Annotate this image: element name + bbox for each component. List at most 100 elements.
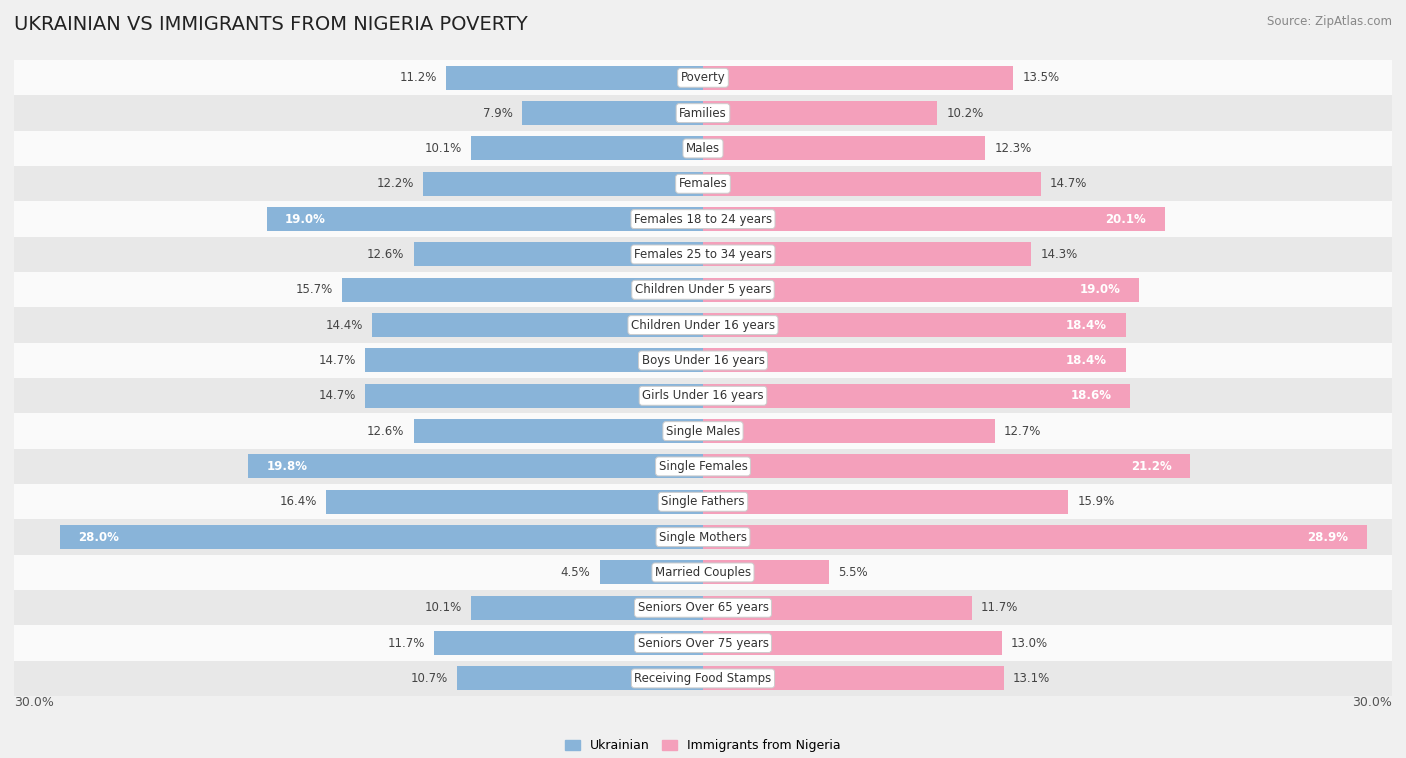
Text: 14.7%: 14.7% (319, 390, 356, 402)
Bar (703, 207, 1164, 231)
Text: 14.3%: 14.3% (1040, 248, 1078, 261)
Text: Females 18 to 24 years: Females 18 to 24 years (634, 213, 772, 226)
Text: 19.0%: 19.0% (1080, 283, 1121, 296)
Text: Females: Females (679, 177, 727, 190)
Bar (703, 243, 1032, 267)
Text: 18.4%: 18.4% (1066, 354, 1107, 367)
Text: 14.7%: 14.7% (1050, 177, 1087, 190)
Bar (14, 555, 1392, 590)
Bar (703, 66, 1012, 89)
Text: 12.7%: 12.7% (1004, 424, 1042, 437)
Bar (14, 519, 1392, 555)
Text: 20.1%: 20.1% (1105, 213, 1146, 226)
Bar (366, 349, 703, 372)
Text: 30.0%: 30.0% (1353, 696, 1392, 709)
Text: 10.2%: 10.2% (946, 107, 984, 120)
Bar (703, 455, 1189, 478)
Text: 12.6%: 12.6% (367, 424, 405, 437)
Bar (14, 343, 1392, 378)
Bar (434, 631, 703, 655)
Bar (14, 661, 1392, 696)
Text: 16.4%: 16.4% (280, 495, 318, 509)
Bar (703, 631, 1001, 655)
Bar (599, 560, 703, 584)
Bar (14, 131, 1392, 166)
Bar (522, 101, 703, 125)
Text: Males: Males (686, 142, 720, 155)
Text: 10.1%: 10.1% (425, 601, 461, 614)
Text: 15.7%: 15.7% (297, 283, 333, 296)
Text: 13.1%: 13.1% (1012, 672, 1050, 685)
Text: Girls Under 16 years: Girls Under 16 years (643, 390, 763, 402)
Bar (703, 560, 830, 584)
Bar (457, 666, 703, 691)
Bar (413, 243, 703, 267)
Bar (471, 596, 703, 620)
Text: 21.2%: 21.2% (1130, 460, 1171, 473)
Text: 12.2%: 12.2% (377, 177, 413, 190)
Text: Married Couples: Married Couples (655, 566, 751, 579)
Text: 28.9%: 28.9% (1308, 531, 1348, 543)
Bar (703, 349, 1126, 372)
Bar (326, 490, 703, 514)
Text: 12.6%: 12.6% (367, 248, 405, 261)
Bar (703, 384, 1130, 408)
Text: 14.4%: 14.4% (326, 318, 363, 331)
Text: 5.5%: 5.5% (838, 566, 868, 579)
Bar (14, 590, 1392, 625)
Text: 7.9%: 7.9% (482, 107, 512, 120)
Bar (703, 666, 1004, 691)
Text: Families: Families (679, 107, 727, 120)
Text: 19.0%: 19.0% (285, 213, 326, 226)
Text: 18.6%: 18.6% (1071, 390, 1112, 402)
Bar (703, 136, 986, 161)
Bar (423, 172, 703, 196)
Bar (14, 625, 1392, 661)
Bar (703, 277, 1139, 302)
Text: 10.7%: 10.7% (411, 672, 449, 685)
Bar (703, 419, 994, 443)
Bar (14, 166, 1392, 202)
Bar (14, 60, 1392, 96)
Bar (14, 484, 1392, 519)
Text: 11.7%: 11.7% (981, 601, 1018, 614)
Text: Children Under 16 years: Children Under 16 years (631, 318, 775, 331)
Bar (703, 101, 938, 125)
Bar (14, 202, 1392, 236)
Text: 13.5%: 13.5% (1022, 71, 1059, 84)
Text: Poverty: Poverty (681, 71, 725, 84)
Bar (446, 66, 703, 89)
Text: 11.7%: 11.7% (388, 637, 425, 650)
Text: 14.7%: 14.7% (319, 354, 356, 367)
Bar (703, 172, 1040, 196)
Bar (14, 236, 1392, 272)
Bar (471, 136, 703, 161)
Text: Source: ZipAtlas.com: Source: ZipAtlas.com (1267, 15, 1392, 28)
Bar (14, 308, 1392, 343)
Bar (14, 413, 1392, 449)
Bar (703, 596, 972, 620)
Text: Single Females: Single Females (658, 460, 748, 473)
Text: Seniors Over 75 years: Seniors Over 75 years (637, 637, 769, 650)
Text: Receiving Food Stamps: Receiving Food Stamps (634, 672, 772, 685)
Bar (413, 419, 703, 443)
Text: Boys Under 16 years: Boys Under 16 years (641, 354, 765, 367)
Text: Single Fathers: Single Fathers (661, 495, 745, 509)
Bar (14, 449, 1392, 484)
Bar (373, 313, 703, 337)
Text: Seniors Over 65 years: Seniors Over 65 years (637, 601, 769, 614)
Text: Females 25 to 34 years: Females 25 to 34 years (634, 248, 772, 261)
Bar (703, 525, 1367, 549)
Bar (249, 455, 703, 478)
Text: Single Mothers: Single Mothers (659, 531, 747, 543)
Bar (267, 207, 703, 231)
Bar (343, 277, 703, 302)
Text: Children Under 5 years: Children Under 5 years (634, 283, 772, 296)
Text: 28.0%: 28.0% (79, 531, 120, 543)
Bar (14, 272, 1392, 308)
Bar (366, 384, 703, 408)
Text: 19.8%: 19.8% (267, 460, 308, 473)
Text: 4.5%: 4.5% (561, 566, 591, 579)
Text: 15.9%: 15.9% (1077, 495, 1115, 509)
Legend: Ukrainian, Immigrants from Nigeria: Ukrainian, Immigrants from Nigeria (560, 735, 846, 757)
